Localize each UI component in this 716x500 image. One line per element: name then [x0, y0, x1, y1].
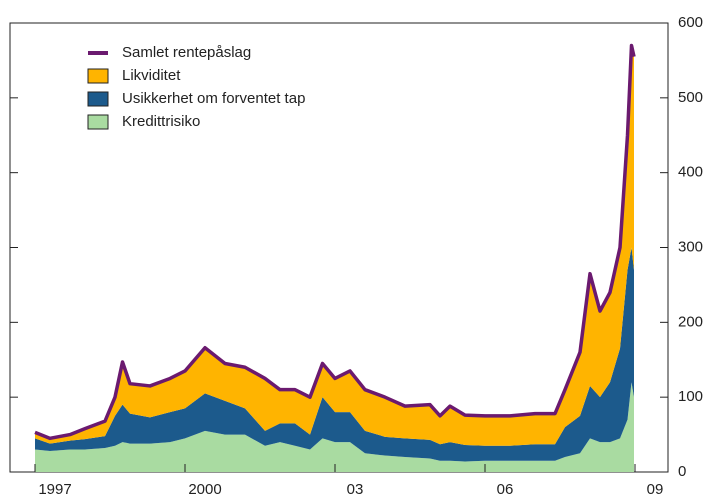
- area: [35, 247, 634, 462]
- x-tick-label: 2000: [188, 481, 221, 498]
- y-tick-label: 100: [678, 388, 703, 405]
- area: [35, 45, 634, 446]
- y-tick-label: 200: [678, 313, 703, 330]
- y-tick-label: 400: [678, 164, 703, 181]
- legend: Samlet rentepåslag Likviditet Usikkerhet o…: [87, 44, 305, 130]
- x-tick-label: 09: [647, 481, 664, 498]
- legend-label: Kredittrisiko: [122, 113, 200, 130]
- y-tick-label: 0: [678, 463, 686, 480]
- legend-label: Likviditet: [122, 67, 181, 84]
- area: [35, 382, 634, 472]
- legend-swatch: [87, 91, 109, 107]
- legend-label: Samlet rentepåslag: [122, 44, 251, 61]
- legend-label: Usikkerhet om forventet tap: [122, 90, 305, 107]
- y-tick-label: 500: [678, 89, 703, 106]
- x-tick-label: 1997: [38, 481, 71, 498]
- y-tick-label: 600: [678, 14, 703, 31]
- legend-swatch: [87, 68, 109, 84]
- y-tick-label: 300: [678, 238, 703, 255]
- areas: [35, 45, 634, 472]
- line: [34, 43, 636, 441]
- x-tick-label: 03: [347, 481, 364, 498]
- x-tick-label: 06: [497, 481, 514, 498]
- legend-swatch: [87, 114, 109, 130]
